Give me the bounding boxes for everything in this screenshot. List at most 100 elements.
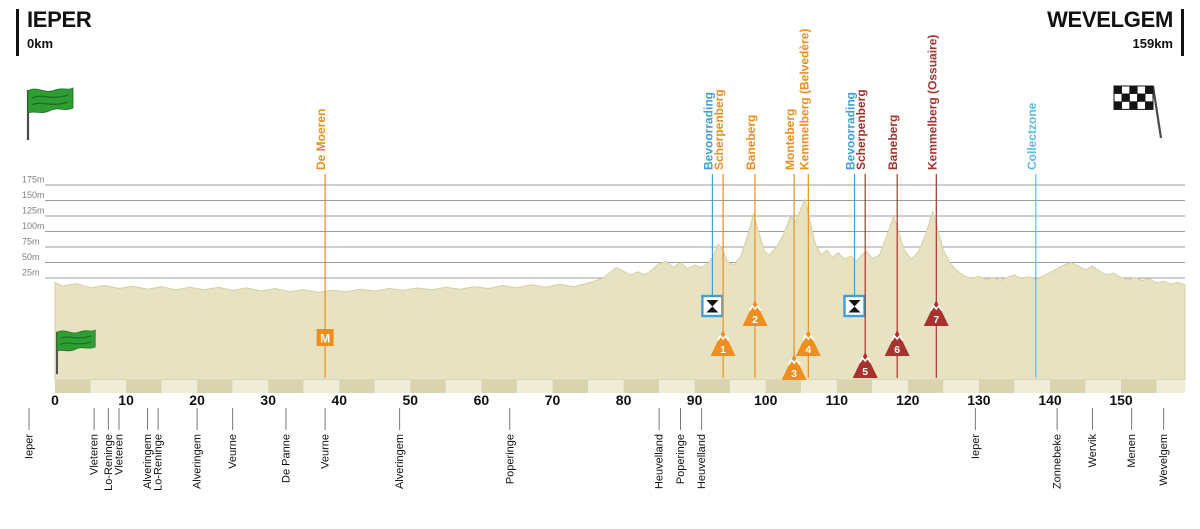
- marker-scherpenberg: Scherpenberg 1: [710, 89, 736, 378]
- climb-number: 5: [862, 366, 868, 378]
- marker-label: Kemmelberg (Belvedère): [797, 29, 811, 170]
- climb-snowcap: [748, 304, 762, 311]
- axis-block: [1085, 380, 1121, 393]
- climb-number: 3: [791, 368, 797, 380]
- climb-mountain-icon: [923, 300, 949, 326]
- town-label-vleteren: Vleteren: [114, 434, 126, 475]
- marker-label: Collectzone: [1025, 102, 1039, 170]
- axis-block: [943, 380, 979, 393]
- finish-city: WEVELGEM: [1047, 7, 1173, 32]
- town-label-alveringem: Alveringem: [394, 434, 406, 489]
- axis-block: [126, 380, 162, 393]
- town-label-lo-reninge: Lo-Reninge: [153, 434, 165, 491]
- axis-block: [978, 380, 1015, 393]
- marker-kemmelberg-belved-re: Kemmelberg (Belvedère) 4: [795, 29, 821, 378]
- marker-label: Baneberg: [886, 115, 900, 170]
- header-accent-bar-left: [16, 9, 19, 56]
- town-label-poperinge: Poperinge: [504, 434, 516, 484]
- town-label-heuvelland: Heuvelland: [654, 434, 666, 489]
- marker-kemmelberg-ossuaire: Kemmelberg (Ossuaire) 7: [923, 35, 949, 378]
- distance-axis: 0 10 20 30 40 50 60 70 80 90 100 110 120 130 140 150: [51, 380, 1185, 408]
- gridline-label: 125m: [22, 206, 45, 216]
- axis-km-label: 130: [967, 392, 991, 408]
- gridline-label: 100m: [22, 221, 45, 231]
- climb-mountain-icon: [710, 330, 736, 356]
- climb-number: 6: [894, 344, 900, 356]
- axis-km-label: 80: [616, 392, 632, 408]
- climb-number: 1: [720, 344, 726, 356]
- axis-block: [907, 380, 944, 393]
- climb-snowcap: [891, 334, 904, 341]
- axis-block: [445, 380, 482, 393]
- marker-label: Kemmelberg (Ossuaire): [925, 35, 939, 170]
- axis-block: [694, 380, 731, 393]
- axis-block: [1050, 380, 1086, 393]
- marker-label: De Moeren: [314, 109, 328, 170]
- axis-km-label: 60: [474, 392, 490, 408]
- axis-km-label: 110: [826, 392, 849, 408]
- marker-label: Scherpenberg: [712, 89, 726, 170]
- gridlines: 25m 50m 75m 100m 125m 150m 175m: [22, 175, 1185, 279]
- town-label-ieper: Ieper: [970, 434, 982, 459]
- elevation-profile: [54, 197, 1186, 381]
- marker-baneberg: Baneberg 2: [742, 115, 768, 378]
- climb-snowcap: [930, 304, 943, 311]
- axis-km-label: 90: [687, 392, 703, 408]
- gridline-label: 25m: [22, 268, 40, 278]
- gridline-label: 150m: [22, 190, 45, 200]
- town-label-wervik: Wervik: [1087, 434, 1099, 468]
- axis-block: [410, 380, 446, 393]
- climb-number: 4: [805, 344, 811, 356]
- climb-snowcap: [716, 334, 730, 341]
- sprint-m-letter: M: [320, 332, 330, 346]
- feed-zone-icon-glyph: [848, 300, 861, 307]
- feed-zone-icon-glyph: [706, 300, 719, 307]
- axis-block: [836, 380, 873, 393]
- marker-scherpenberg: Scherpenberg 5: [852, 89, 878, 378]
- axis-km-label: 40: [332, 392, 348, 408]
- start-flag-on-profile-icon: [56, 329, 96, 375]
- climb-mountain-icon: [884, 330, 910, 356]
- town-label-menen: Menen: [1126, 434, 1138, 468]
- start-city: IEPER: [27, 7, 92, 32]
- finish-header: WEVELGEM 159km: [1047, 9, 1184, 56]
- axis-km-label: 150: [1109, 392, 1133, 408]
- axis-km-label: 10: [118, 392, 134, 408]
- axis-block: [516, 380, 553, 393]
- sprint-m-icon: [316, 329, 334, 346]
- axis-km-label: 120: [896, 392, 920, 408]
- climb-mountain-icon: [795, 330, 821, 356]
- marker-de-moeren: De Moeren M: [314, 109, 334, 378]
- axis-block: [552, 380, 588, 393]
- axis-km-label: 140: [1038, 392, 1062, 408]
- axis-km-label: 30: [260, 392, 276, 408]
- axis-block: [1121, 380, 1157, 393]
- town-label-vleteren: Vleteren: [89, 434, 101, 475]
- town-label-alveringem: Alveringem: [192, 434, 204, 489]
- axis-block: [659, 380, 695, 393]
- town-label-de-panne: De Panne: [281, 434, 293, 483]
- gridline-label: 75m: [22, 237, 40, 247]
- marker-label: Monteberg: [783, 109, 797, 170]
- climb-snowcap: [802, 334, 815, 341]
- climb-mountain-icon: [852, 352, 878, 378]
- axis-block: [1014, 380, 1050, 393]
- axis-block: [481, 380, 517, 393]
- marker-label: Baneberg: [744, 115, 758, 170]
- axis-block: [872, 380, 908, 393]
- marker-baneberg: Baneberg 6: [884, 115, 910, 378]
- climb-mountain-icon: [781, 354, 807, 380]
- town-labels: Ieper Vleteren Lo-Reninge Vleteren Alveringe…: [24, 408, 1170, 491]
- climb-number: 2: [752, 314, 758, 326]
- axis-block: [623, 380, 660, 393]
- climb-number: 7: [933, 314, 939, 326]
- axis-km-label: 50: [403, 392, 419, 408]
- climb-mountain-icon: [742, 300, 768, 326]
- axis-block: [197, 380, 233, 393]
- town-label-poperinge: Poperinge: [675, 434, 687, 484]
- axis-block: [232, 380, 269, 393]
- axis-km-label: 0: [51, 392, 59, 408]
- town-label-alveringem: Alveringem: [142, 434, 154, 489]
